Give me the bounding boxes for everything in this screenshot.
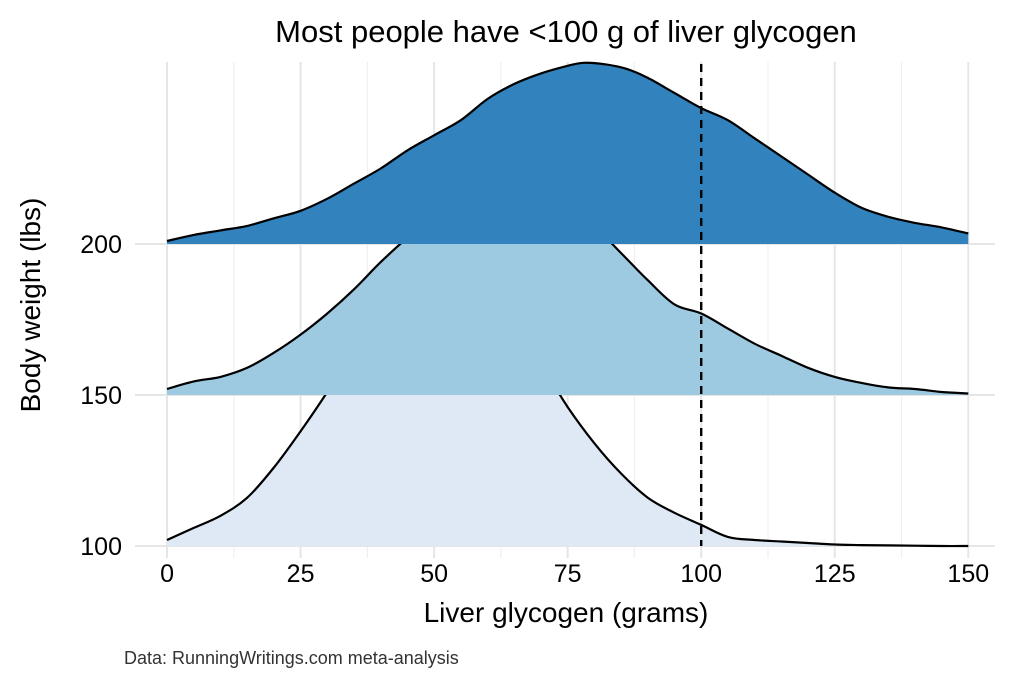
y-tick-label: 100 [80, 533, 122, 561]
x-tick-label: 150 [947, 560, 989, 588]
ridge-200 [166, 61, 969, 244]
x-tick-label: 25 [287, 560, 315, 588]
ridge-area-150 [167, 182, 969, 395]
ridge-area-200 [167, 62, 969, 244]
x-tick-label: 100 [680, 560, 722, 588]
x-tick-label: 0 [160, 560, 174, 588]
x-axis-title: Liver glycogen (grams) [424, 597, 709, 628]
x-tick-label: 125 [814, 560, 856, 588]
x-axis-ticks: 0 25 50 75 100 125 150 [160, 560, 989, 588]
y-tick-label: 150 [80, 382, 122, 410]
y-axis-title: Body weight (lbs) [15, 198, 46, 413]
y-axis-ticks: 100 150 200 [80, 231, 122, 561]
x-tick-label: 50 [420, 560, 448, 588]
caption: Data: RunningWritings.com meta-analysis [124, 648, 459, 668]
y-tick-label: 200 [80, 231, 122, 259]
ridge-line-200 [166, 61, 969, 243]
x-tick-label: 75 [554, 560, 582, 588]
ridges [166, 61, 969, 548]
chart-title: Most people have <100 g of liver glycoge… [275, 14, 857, 49]
